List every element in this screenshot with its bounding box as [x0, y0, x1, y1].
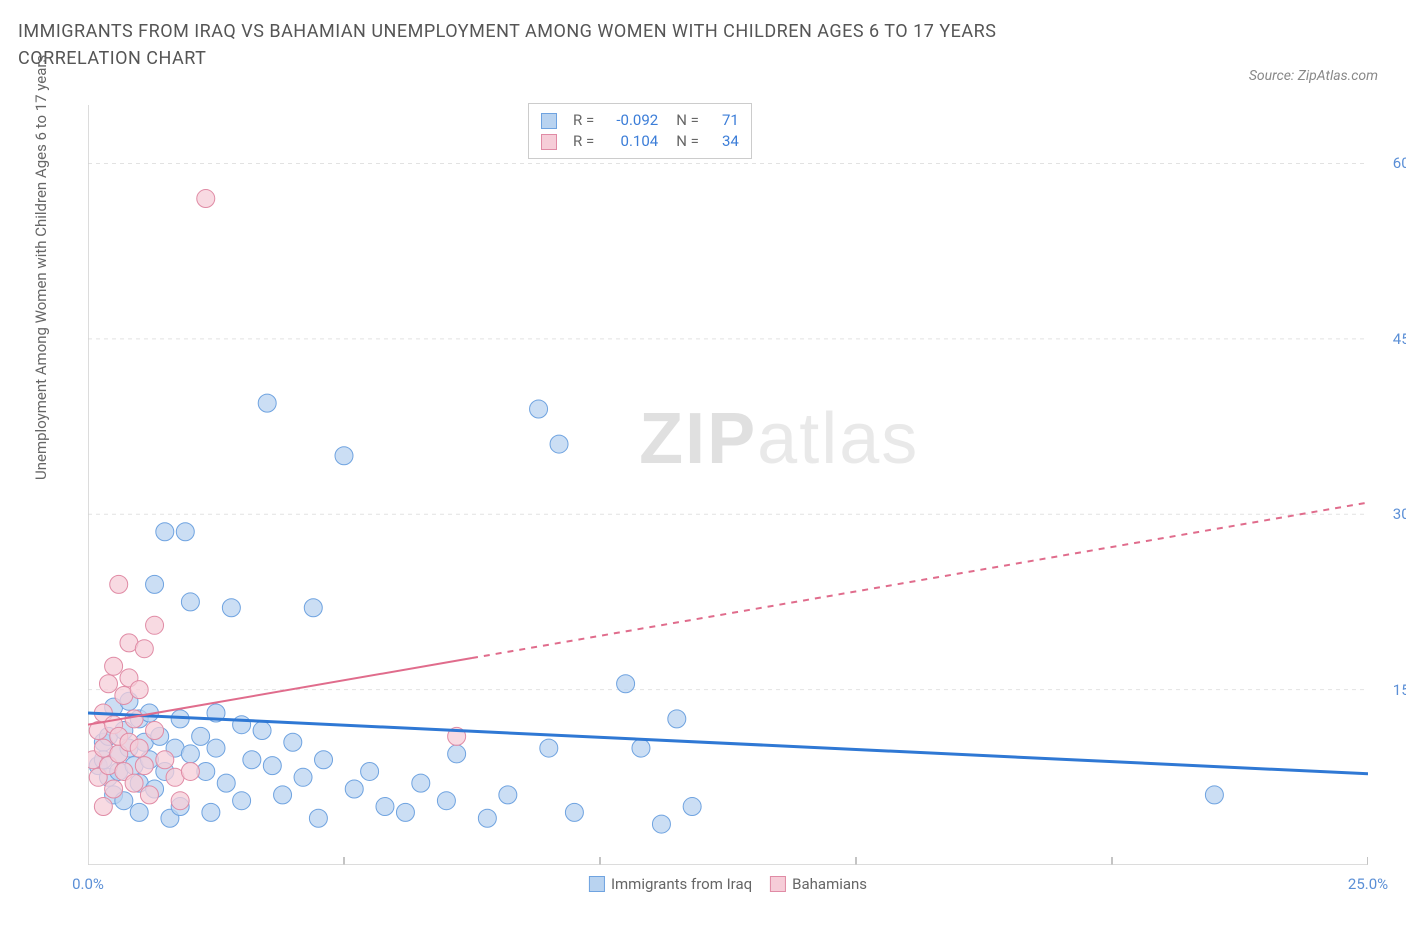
correlation-stats-box: R = -0.092 N = 71 R = 0.104 N = 34 — [528, 103, 752, 159]
legend-swatch — [770, 876, 786, 892]
x-tick-label: 25.0% — [1348, 875, 1388, 893]
x-tick-label: 0.0% — [72, 875, 104, 893]
y-tick-label: 60.0% — [1393, 154, 1406, 172]
n-label: N = — [676, 131, 699, 152]
legend-label: Bahamians — [792, 875, 867, 893]
legend-swatch — [541, 113, 557, 129]
stats-row: R = -0.092 N = 71 — [541, 110, 739, 131]
y-tick-label: 45.0% — [1393, 330, 1406, 348]
legend-item: Bahamians — [770, 875, 867, 893]
n-label: N = — [676, 110, 699, 131]
series-legend: Immigrants from Iraq Bahamians — [589, 875, 867, 893]
legend-label: Immigrants from Iraq — [611, 875, 752, 893]
r-label: R = — [573, 131, 594, 152]
n-value: 71 — [709, 110, 739, 131]
r-label: R = — [573, 110, 594, 131]
y-tick-label: 15.0% — [1393, 681, 1406, 699]
scatter-plot — [88, 105, 1368, 865]
legend-item: Immigrants from Iraq — [589, 875, 752, 893]
r-value: 0.104 — [604, 131, 658, 152]
source-attribution: Source: ZipAtlas.com — [1249, 68, 1378, 84]
r-value: -0.092 — [604, 110, 658, 131]
n-value: 34 — [709, 131, 739, 152]
stats-row: R = 0.104 N = 34 — [541, 131, 739, 152]
chart-title: IMMIGRANTS FROM IRAQ VS BAHAMIAN UNEMPLO… — [18, 18, 1118, 72]
legend-swatch — [589, 876, 605, 892]
y-axis-label: Unemployment Among Women with Children A… — [32, 55, 50, 480]
y-tick-label: 30.0% — [1393, 505, 1406, 523]
legend-swatch — [541, 134, 557, 150]
chart-area: ZIPatlas R =-0.092N =71R =0.104N =34 Imm… — [88, 105, 1368, 865]
